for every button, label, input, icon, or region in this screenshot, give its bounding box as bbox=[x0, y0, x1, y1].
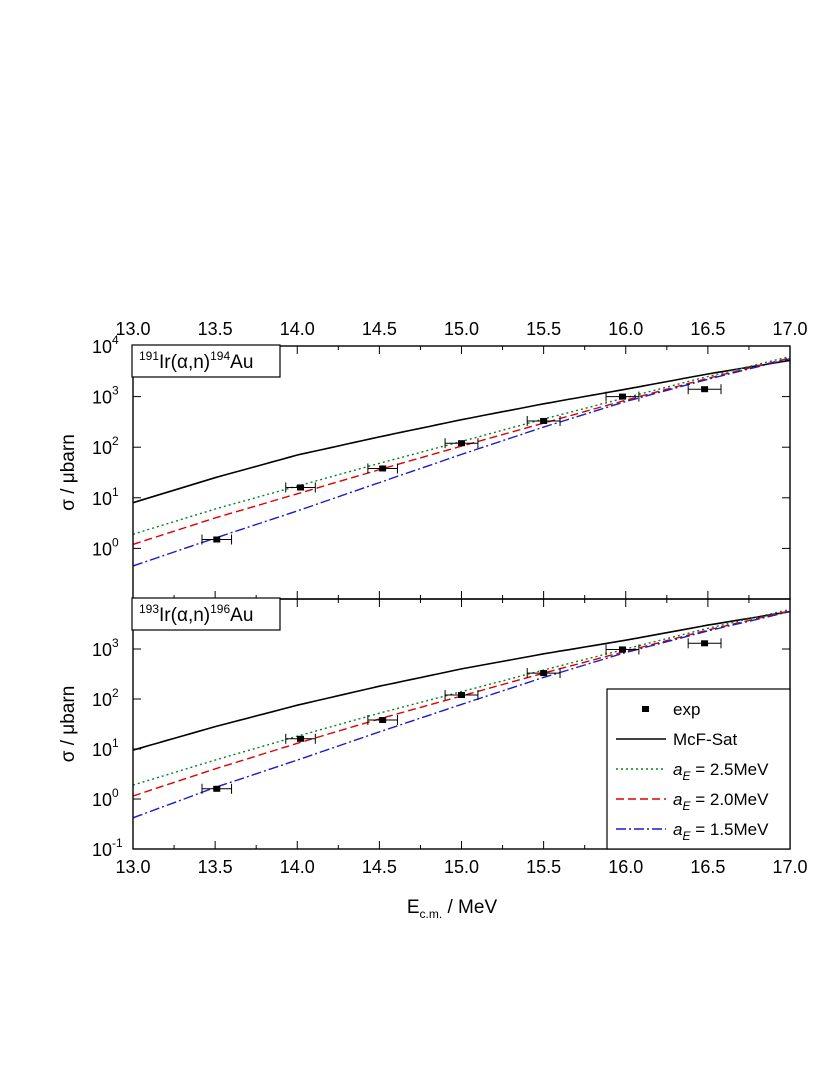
x-tick-label: 13.0 bbox=[115, 857, 150, 877]
y-tick-label: 101 bbox=[92, 736, 119, 760]
panel-top: 100 101 102 103 104 σ / μbarn 191Ir(α,n)194Au 1… bbox=[58, 319, 808, 600]
exp-point bbox=[458, 440, 465, 447]
series-line-mcf-sat bbox=[133, 610, 790, 751]
panel-bottom: 10-1 100 101 102 103 σ / μbarn 193Ir(α,n)196Au… bbox=[58, 597, 808, 921]
y-tick-label: 101 bbox=[92, 485, 119, 509]
x-tick-label-top: 15.5 bbox=[526, 319, 561, 339]
exp-point bbox=[701, 386, 709, 393]
x-tick-label: 14.5 bbox=[362, 857, 397, 877]
x-tick-label: 15.5 bbox=[526, 857, 561, 877]
legend-label: aE = 2.0MeV bbox=[673, 790, 769, 813]
x-tick-label-top: 15.0 bbox=[444, 319, 479, 339]
exp-point bbox=[618, 646, 626, 653]
series-line-ae-3 bbox=[133, 610, 790, 819]
exp-point bbox=[618, 393, 626, 400]
y-tick-label: 102 bbox=[92, 686, 119, 710]
series-line-ae-3 bbox=[133, 358, 790, 567]
exp-point bbox=[297, 735, 305, 742]
x-tick-label-top: 16.0 bbox=[608, 319, 643, 339]
legend-marker-exp bbox=[642, 706, 649, 712]
exp-point bbox=[701, 640, 709, 647]
y-tick-label: 103 bbox=[92, 384, 119, 408]
y-tick-label: 10-1 bbox=[92, 836, 123, 860]
exp-point bbox=[379, 717, 387, 724]
y-axis-label: σ / μbarn bbox=[58, 686, 79, 763]
x-tick-label-top: 17.0 bbox=[772, 319, 807, 339]
reaction-label-box bbox=[131, 344, 281, 378]
x-tick-label: 16.0 bbox=[608, 857, 643, 877]
x-tick-label-top: 16.5 bbox=[690, 319, 725, 339]
legend-label: McF-Sat bbox=[673, 730, 738, 749]
x-tick-label: 13.5 bbox=[198, 857, 233, 877]
reaction-label: 191Ir(α,n)194Au bbox=[139, 349, 253, 373]
x-tick-label-top: 14.0 bbox=[280, 319, 315, 339]
exp-point bbox=[297, 484, 305, 491]
exp-point bbox=[213, 785, 221, 792]
x-tick-label-top: 13.0 bbox=[115, 319, 150, 339]
legend-label: aE = 1.5MeV bbox=[673, 820, 769, 843]
y-tick-label: 102 bbox=[92, 434, 119, 458]
legend-label: exp bbox=[673, 700, 700, 719]
x-tick-label-top: 13.5 bbox=[198, 319, 233, 339]
series-line-ae-2 bbox=[133, 357, 790, 546]
x-tick-label: 17.0 bbox=[772, 857, 807, 877]
exp-point bbox=[213, 536, 221, 543]
exp-point bbox=[540, 417, 548, 424]
x-tick-label: 14.0 bbox=[280, 857, 315, 877]
legend-label: aE = 2.5MeV bbox=[673, 760, 769, 783]
y-axis-label: σ / μbarn bbox=[58, 434, 79, 511]
y-tick-label: 100 bbox=[92, 786, 119, 810]
y-tick-label: 100 bbox=[92, 535, 119, 559]
series-line-ae-1 bbox=[133, 608, 790, 786]
x-tick-label-top: 14.5 bbox=[362, 319, 397, 339]
x-tick-label: 15.0 bbox=[444, 857, 479, 877]
exp-point bbox=[458, 692, 465, 699]
x-axis-label: Ec.m. / MeV bbox=[407, 897, 498, 921]
series-line-mcf-sat bbox=[133, 359, 790, 504]
reaction-label-box bbox=[131, 597, 281, 631]
y-tick-label: 103 bbox=[92, 636, 119, 660]
exp-point bbox=[540, 670, 548, 677]
x-tick-label: 16.5 bbox=[690, 857, 725, 877]
reaction-label: 193Ir(α,n)196Au bbox=[139, 602, 253, 626]
exp-point bbox=[379, 465, 387, 472]
y-tick-label: 104 bbox=[92, 333, 119, 357]
